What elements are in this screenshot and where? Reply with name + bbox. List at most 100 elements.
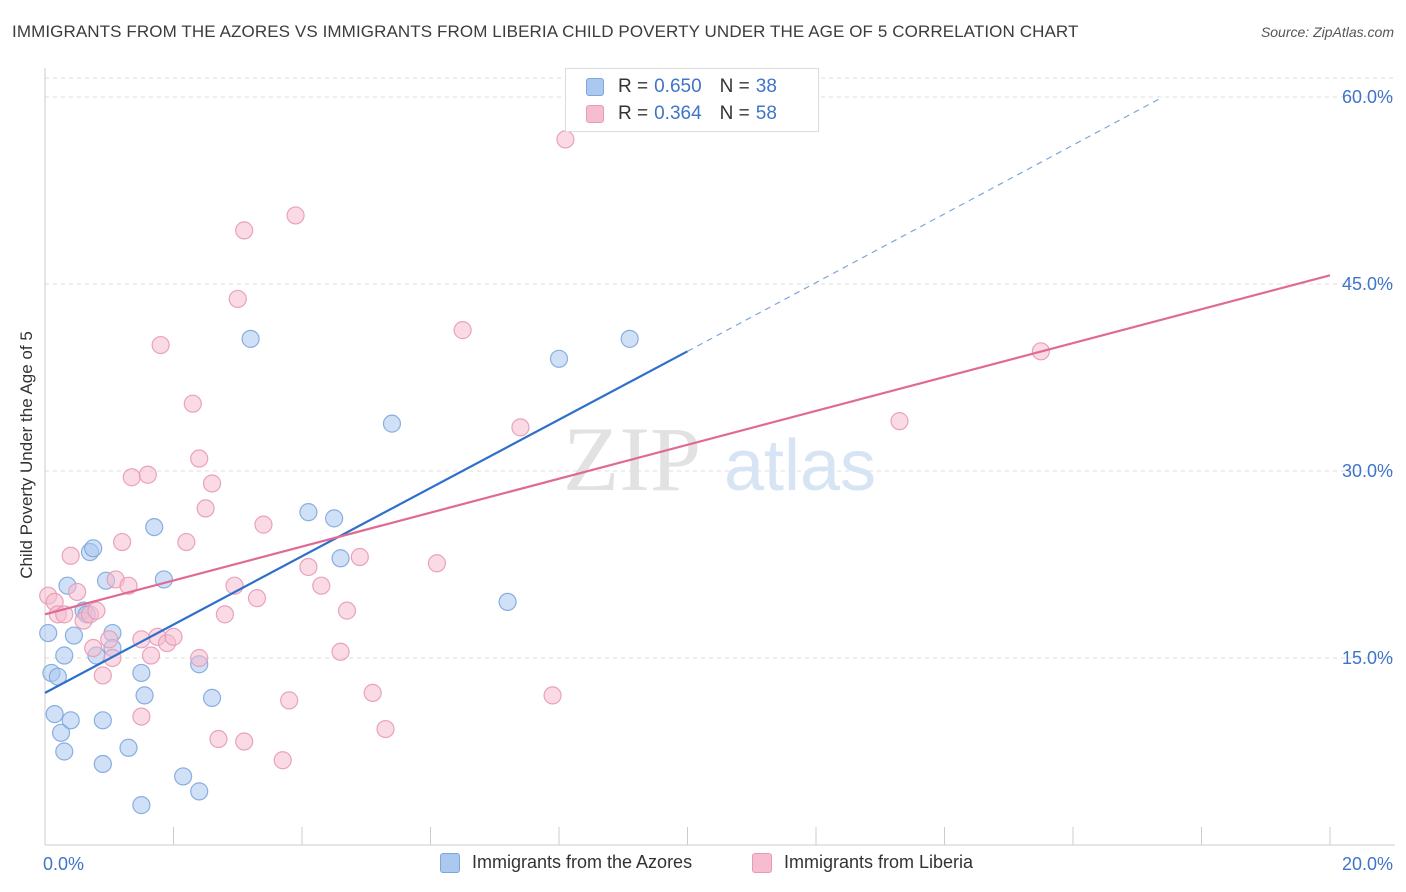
azores-point bbox=[145, 517, 164, 537]
azores-point bbox=[325, 509, 344, 528]
azores-point bbox=[51, 723, 71, 742]
azores-point bbox=[93, 754, 112, 774]
legend-n-label: N = bbox=[719, 103, 750, 124]
trend-layer bbox=[44, 96, 1331, 694]
azores-point bbox=[45, 704, 64, 724]
liberia-point bbox=[87, 601, 106, 620]
liberia-point bbox=[190, 449, 209, 468]
liberia-point bbox=[84, 638, 103, 658]
liberia-point bbox=[235, 732, 254, 751]
liberia-point bbox=[112, 532, 132, 552]
y-tick-label: 15.0% bbox=[1342, 648, 1393, 668]
legend-n-value: 58 bbox=[755, 103, 777, 124]
legend-swatch-azores bbox=[586, 78, 604, 96]
series-name-azores: Immigrants from the Azores bbox=[472, 852, 693, 872]
azores-point bbox=[174, 767, 193, 786]
liberia-point bbox=[286, 206, 305, 225]
azores-point bbox=[135, 686, 154, 705]
liberia-point bbox=[68, 582, 87, 602]
liberia-point bbox=[209, 729, 228, 749]
liberia-point bbox=[138, 465, 157, 484]
legend-row-liberia: R = 0.364 N = 58 bbox=[586, 102, 777, 126]
azores-point bbox=[132, 663, 151, 683]
liberia-point bbox=[235, 221, 254, 240]
axis-layer bbox=[44, 68, 1395, 846]
liberia-point bbox=[190, 648, 209, 668]
source-label: Source: ZipAtlas.com bbox=[1260, 24, 1394, 40]
liberia-point bbox=[299, 557, 318, 577]
chart-title: IMMIGRANTS FROM THE AZORES VS IMMIGRANTS… bbox=[12, 22, 1079, 41]
azores-point bbox=[39, 623, 58, 643]
azores-point bbox=[299, 503, 318, 522]
azores-point bbox=[549, 349, 569, 368]
x-tick-label: 0.0% bbox=[43, 854, 84, 874]
liberia-point bbox=[183, 394, 202, 413]
liberia-point bbox=[196, 499, 215, 518]
grid-layer bbox=[45, 77, 1395, 659]
azores-point bbox=[620, 329, 639, 348]
series-legend-azores: Immigrants from the Azores bbox=[440, 852, 692, 873]
liberia-point bbox=[427, 554, 447, 573]
azores-point bbox=[498, 592, 517, 612]
legend-r-value: 0.364 bbox=[654, 103, 702, 124]
azores-trend-line bbox=[44, 350, 689, 694]
liberia-point bbox=[890, 412, 909, 431]
series-legend-liberia: Immigrants from Liberia bbox=[752, 852, 973, 873]
legend-n-value: 38 bbox=[755, 76, 777, 97]
azores-point bbox=[55, 742, 74, 761]
y-tick-label: 30.0% bbox=[1342, 461, 1393, 481]
liberia-trend-line bbox=[44, 274, 1331, 616]
liberia-point bbox=[511, 418, 530, 437]
liberia-point bbox=[273, 751, 292, 770]
azores-point bbox=[382, 414, 402, 433]
liberia-point bbox=[228, 289, 247, 309]
liberia-point bbox=[122, 468, 141, 487]
watermark-atlas: atlas bbox=[724, 426, 876, 506]
liberia-point bbox=[543, 686, 562, 705]
legend-n-label: N = bbox=[719, 76, 750, 97]
legend-r-label: R = bbox=[618, 103, 649, 124]
liberia-point bbox=[61, 546, 80, 565]
liberia-point bbox=[141, 646, 161, 665]
liberia-point bbox=[376, 719, 395, 739]
liberia-point bbox=[337, 601, 357, 620]
azores-point bbox=[61, 711, 80, 730]
y-tick-label: 45.0% bbox=[1342, 274, 1393, 294]
y-axis-label: Child Poverty Under the Age of 5 bbox=[17, 331, 36, 579]
azores-point bbox=[93, 711, 112, 730]
liberia-point bbox=[119, 576, 138, 595]
legend-r-value: 0.650 bbox=[654, 76, 702, 97]
azores-point bbox=[331, 549, 350, 568]
legend-r-label: R = bbox=[618, 76, 649, 97]
series-swatch-azores bbox=[440, 852, 460, 873]
series-swatch-liberia bbox=[752, 852, 772, 873]
y-tick-label: 60.0% bbox=[1342, 87, 1393, 107]
azores-point bbox=[119, 738, 138, 757]
liberia-point bbox=[215, 605, 234, 624]
liberia-point bbox=[312, 576, 331, 595]
liberia-point bbox=[164, 627, 183, 646]
liberia-point bbox=[453, 321, 472, 340]
liberia-point bbox=[556, 130, 575, 149]
liberia-point bbox=[350, 547, 369, 567]
series-name-liberia: Immigrants from Liberia bbox=[784, 852, 974, 872]
liberia-point bbox=[202, 474, 222, 493]
azores-point bbox=[241, 329, 260, 348]
liberia-point bbox=[254, 515, 273, 534]
azores-point bbox=[132, 796, 151, 815]
liberia-point bbox=[363, 683, 382, 703]
liberia-point bbox=[280, 691, 299, 710]
points-layer bbox=[39, 130, 1050, 815]
liberia-point bbox=[93, 666, 112, 685]
liberia-point bbox=[331, 642, 350, 661]
tick-label-layer: 15.0% 30.0% 45.0% 60.0% 0.0% 20.0% bbox=[43, 87, 1393, 874]
liberia-point bbox=[100, 630, 119, 649]
liberia-point bbox=[247, 589, 267, 608]
liberia-point bbox=[151, 335, 170, 355]
azores-point bbox=[190, 782, 209, 801]
legend-row-azores: R = 0.650 N = 38 bbox=[586, 75, 777, 99]
azores-point bbox=[202, 688, 222, 707]
liberia-point bbox=[177, 532, 196, 552]
legend: R = 0.650 N = 38 R = 0.364 N = 58 bbox=[565, 68, 819, 132]
